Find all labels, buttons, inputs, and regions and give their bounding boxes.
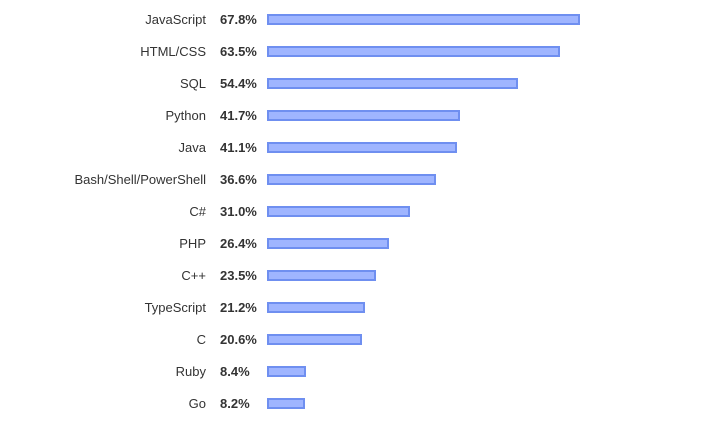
bar bbox=[267, 142, 457, 153]
category-label: Bash/Shell/PowerShell bbox=[74, 172, 206, 187]
data-label: 41.1% bbox=[220, 140, 257, 155]
category-label: C bbox=[196, 332, 206, 347]
category-label: HTML/CSS bbox=[140, 44, 206, 59]
bar bbox=[267, 14, 580, 25]
data-label: 8.4% bbox=[220, 364, 250, 379]
bar bbox=[267, 270, 376, 281]
bar bbox=[267, 78, 518, 89]
category-label: C++ bbox=[181, 268, 206, 283]
bar bbox=[267, 238, 389, 249]
bar bbox=[267, 334, 362, 345]
category-label: SQL bbox=[179, 76, 206, 91]
data-label: 67.8% bbox=[220, 12, 257, 27]
category-label: C# bbox=[189, 204, 206, 219]
data-label: 26.4% bbox=[220, 236, 257, 251]
data-label: 8.2% bbox=[220, 396, 250, 411]
category-label: Go bbox=[188, 396, 206, 411]
bar bbox=[267, 366, 306, 377]
category-label: TypeScript bbox=[144, 300, 206, 315]
data-label: 36.6% bbox=[220, 172, 257, 187]
data-label: 63.5% bbox=[220, 44, 257, 59]
bar bbox=[267, 398, 305, 409]
data-label: 21.2% bbox=[220, 300, 257, 315]
bar bbox=[267, 110, 460, 121]
data-label: 20.6% bbox=[220, 332, 257, 347]
bar bbox=[267, 302, 365, 313]
category-label: JavaScript bbox=[145, 12, 206, 27]
bar bbox=[267, 174, 436, 185]
category-label: Ruby bbox=[175, 364, 206, 379]
data-label: 54.4% bbox=[220, 76, 257, 91]
data-label: 41.7% bbox=[220, 108, 257, 123]
bar bbox=[267, 206, 410, 217]
data-label: 31.0% bbox=[220, 204, 257, 219]
category-label: PHP bbox=[179, 236, 206, 251]
bar bbox=[267, 46, 560, 57]
data-label: 23.5% bbox=[220, 268, 257, 283]
category-label: Python bbox=[165, 108, 206, 123]
category-label: Java bbox=[178, 140, 206, 155]
